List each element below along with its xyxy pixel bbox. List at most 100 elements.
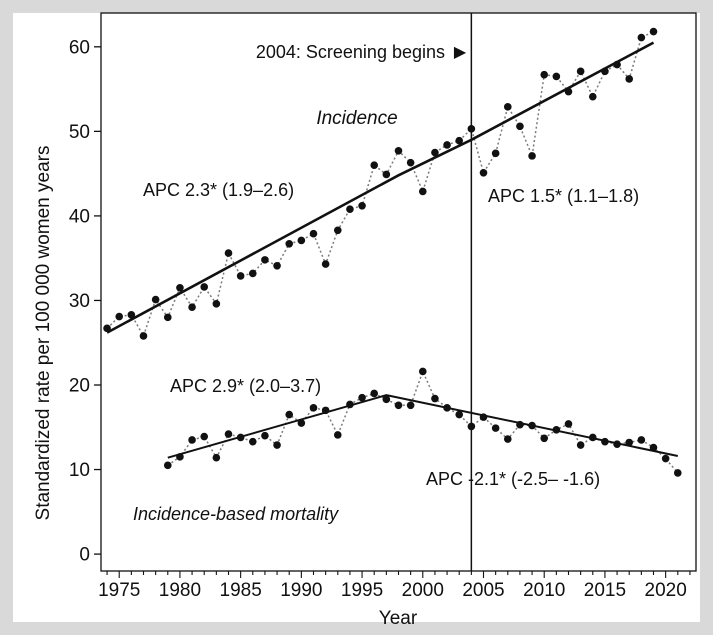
mortality-point (309, 404, 318, 412)
mortality-point (540, 434, 549, 443)
y-tick-label: 40 (69, 206, 90, 227)
mortality-point (443, 404, 451, 412)
incidence-point (309, 229, 318, 238)
x-tick-label: 1980 (159, 580, 201, 601)
incidence-point (394, 147, 403, 155)
x-tick-label: 2015 (584, 580, 626, 601)
mortality-point (370, 389, 379, 398)
incidence-point (163, 313, 172, 322)
mortality-point (455, 410, 464, 419)
incidence-point (503, 103, 512, 111)
incidence-point (127, 311, 136, 319)
incidence-point (358, 201, 366, 210)
plot-background (13, 13, 700, 622)
incidence-point (576, 67, 585, 76)
incidence-point (625, 75, 634, 83)
incidence-point (601, 67, 609, 76)
incidence-point (321, 260, 330, 268)
incidence-point (406, 158, 415, 167)
y-axis-label: Standardized rate per 100 000 women year… (33, 146, 54, 521)
incidence-point (540, 70, 549, 79)
incidence-point (431, 148, 439, 157)
incidence-point (115, 312, 124, 321)
x-tick-label: 1985 (220, 580, 262, 601)
mortality-point (200, 432, 209, 441)
incidence-observed-line (106, 30, 654, 338)
mortality-point (394, 401, 403, 410)
mortality-point (418, 367, 427, 376)
incidence-point (273, 261, 281, 270)
incidence-point (370, 161, 379, 169)
incidence-point (333, 226, 342, 235)
incidence-point (552, 72, 561, 81)
mortality-point (637, 436, 646, 444)
mortality-point (673, 469, 682, 477)
mortality-point (528, 421, 536, 430)
incidence-trend-line (106, 41, 655, 334)
mortality-label: Incidence-based mortality (133, 504, 339, 524)
incidence-point (297, 236, 306, 245)
incidence-point (649, 27, 658, 36)
mortality-point (248, 437, 257, 446)
y-tick-label: 20 (69, 376, 90, 397)
mortality-point (601, 437, 609, 446)
mortality-point (516, 420, 524, 429)
mortality-point (358, 393, 366, 402)
incidence-point (382, 170, 391, 179)
y-tick-label: 50 (69, 122, 90, 143)
x-tick-label: 1995 (341, 580, 383, 601)
x-tick-label: 2000 (402, 580, 444, 601)
incidence-point (613, 60, 621, 69)
mortality-point (236, 433, 245, 442)
mortality-point (491, 424, 500, 432)
mortality-point (163, 461, 172, 470)
incidence-apc-after: APC 1.5* (1.1–1.8) (488, 186, 639, 206)
mortality-trend-line (167, 394, 679, 459)
incidence-point (528, 152, 536, 160)
mortality-point (467, 422, 476, 431)
mortality-point (576, 441, 585, 449)
incidence-label: Incidence (316, 108, 397, 129)
x-tick-label: 2020 (645, 580, 687, 601)
x-tick-label: 2005 (462, 580, 504, 601)
mortality-point (406, 401, 415, 410)
mortality-point (431, 394, 439, 403)
mortality-point (613, 440, 621, 448)
incidence-point (200, 283, 209, 291)
mortality-point (188, 436, 196, 444)
incidence-point (188, 303, 196, 312)
incidence-point (588, 92, 597, 101)
x-tick-label: 1975 (98, 580, 140, 601)
mortality-point (321, 406, 330, 415)
mortality-apc-before: APC 2.9* (2.0–3.7) (170, 376, 321, 396)
mortality-apc-after: APC -2.1* (-2.5– -1.6) (426, 469, 600, 489)
y-tick-label: 60 (69, 37, 90, 58)
incidence-point (418, 187, 427, 196)
incidence-point (176, 283, 184, 292)
incidence-point (479, 168, 488, 177)
incidence-point (467, 125, 476, 133)
incidence-point (224, 249, 233, 257)
mortality-point (297, 419, 306, 427)
x-axis-label: Year (379, 608, 418, 629)
incidence-point (212, 300, 221, 308)
y-tick-label: 0 (79, 545, 90, 566)
incidence-point (564, 87, 573, 96)
series-points (103, 27, 682, 477)
mortality-point (382, 395, 391, 404)
mortality-point (212, 453, 221, 462)
mortality-point (552, 426, 561, 434)
y-tick-label: 30 (69, 291, 90, 312)
mortality-point (224, 430, 233, 438)
incidence-point (151, 295, 160, 304)
axes: 0 10 20 30 40 50 60 1975 1980 1985 1990 1995 2000 200… (69, 12, 697, 601)
mortality-point (333, 431, 342, 439)
incidence-point (443, 141, 451, 149)
incidence-point (248, 269, 257, 278)
annotations: Standardized rate per 100 000 women year… (33, 42, 639, 629)
vline-label: 2004: Screening begins (256, 42, 445, 62)
mortality-point (588, 433, 597, 442)
incidence-point (346, 205, 354, 213)
incidence-point (103, 324, 111, 333)
